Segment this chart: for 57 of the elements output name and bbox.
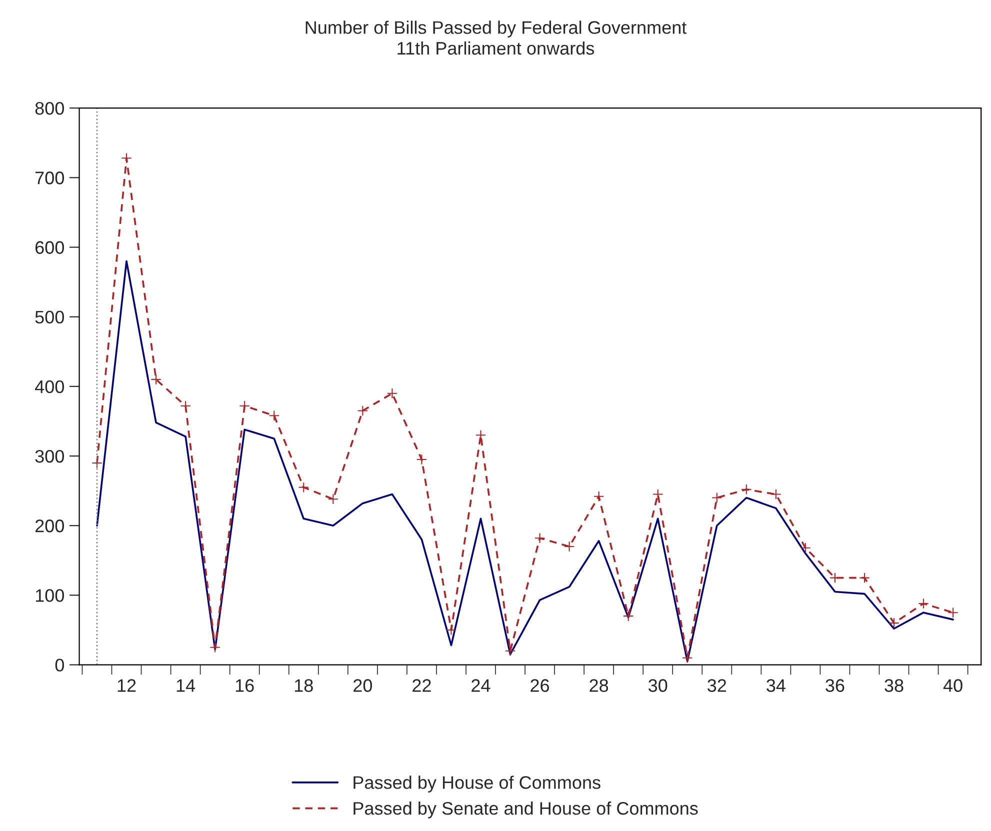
point xyxy=(416,454,428,465)
point xyxy=(504,646,516,656)
x-tick-label: 32 xyxy=(708,679,726,692)
point xyxy=(386,388,398,399)
x-tick-label: 40 xyxy=(943,679,962,692)
x-tick-label: 34 xyxy=(766,679,786,692)
point xyxy=(328,494,339,505)
point xyxy=(948,607,958,618)
point xyxy=(210,642,220,653)
point xyxy=(712,492,722,504)
x-tick-label: 20 xyxy=(354,679,372,692)
point xyxy=(357,405,368,416)
point xyxy=(622,610,634,622)
point xyxy=(593,490,604,502)
y-tick-label: 700 xyxy=(36,172,64,184)
point xyxy=(859,572,870,584)
legend-label: Passed by Senate and House of Commons xyxy=(354,802,698,818)
x-tick-label: 24 xyxy=(472,679,490,692)
point xyxy=(268,410,280,422)
point xyxy=(918,598,929,609)
y-tick-label: 300 xyxy=(35,450,64,463)
y-tick-label: 500 xyxy=(35,310,64,324)
x-tick-label: 16 xyxy=(236,679,254,692)
y-tick-label: 100 xyxy=(36,589,64,602)
point xyxy=(180,400,191,412)
x-tick-label: 30 xyxy=(648,679,668,692)
chart-subtitle: 11th Parliament onwards xyxy=(398,41,594,55)
x-tick-label: 14 xyxy=(176,679,196,692)
point xyxy=(800,542,811,554)
point xyxy=(682,652,693,664)
point xyxy=(239,400,250,412)
x-tick-label: 12 xyxy=(118,679,136,692)
y-tick-label: 200 xyxy=(35,520,64,532)
x-tick-label: 18 xyxy=(294,679,313,692)
point xyxy=(150,374,162,385)
x-tick-label: 22 xyxy=(412,679,431,692)
point xyxy=(652,488,664,500)
x-tick-label: 36 xyxy=(826,679,844,692)
point xyxy=(888,618,900,628)
point xyxy=(770,488,782,500)
point xyxy=(92,458,102,468)
point xyxy=(121,152,132,164)
point xyxy=(741,484,752,495)
point xyxy=(534,532,546,544)
y-tick-label: 400 xyxy=(34,380,64,394)
x-tick-label: 28 xyxy=(590,679,608,692)
line-series xyxy=(96,260,954,662)
y-tick-label: 800 xyxy=(35,102,64,115)
point xyxy=(446,624,457,636)
x-tick-label: 26 xyxy=(530,679,550,692)
y-tick-label: 0 xyxy=(55,658,64,672)
legend-label: Passed by House of Commons xyxy=(354,776,600,792)
chart-title: Number of Bills Passed by Federal Government xyxy=(306,20,687,38)
point xyxy=(564,541,575,552)
x-tick-label: 38 xyxy=(884,679,904,692)
point xyxy=(298,482,310,493)
y-tick-label: 600 xyxy=(35,241,64,254)
